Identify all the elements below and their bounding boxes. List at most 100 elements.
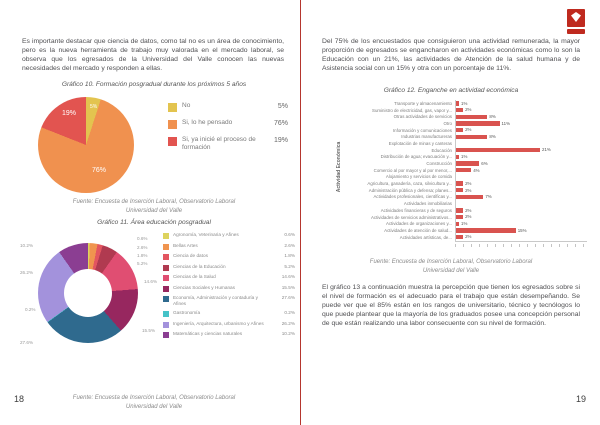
bar <box>455 188 464 193</box>
bar <box>455 107 464 113</box>
grafico12-source: Fuente: Encuesta de Inserción Laboral, O… <box>320 258 582 276</box>
grafico11-legend-item: Bellas Artes 2.6% <box>163 243 295 250</box>
bar-value-label: 11% <box>501 120 510 126</box>
bar <box>455 154 460 160</box>
grafico11-source: Fuente: Encuesta de Inserción Laboral, O… <box>18 394 290 412</box>
grafico11-legend-item: Economía, Administración y contaduría y … <box>163 295 295 307</box>
bar-category-label: Otras actividades de servicios <box>393 114 452 120</box>
bar-category-label: Alojamiento y servicios de comida <box>385 174 452 180</box>
grafico11-legend-swatch <box>163 296 169 302</box>
grafico11-legend-swatch <box>163 243 169 250</box>
bar-value-label: 2% <box>465 127 472 133</box>
grafico11-legend-swatch <box>163 233 169 239</box>
bar-category-label: Agricultura, ganadería, caza, silvicultu… <box>367 181 452 187</box>
bar-category-label: Actividades profesionales, científicas y… <box>373 194 453 200</box>
page-number-left: 18 <box>14 394 25 404</box>
bar-row: Actividades inmobiliarias <box>340 200 590 207</box>
grafico10-legend-label: Si, ya inicié el proceso de formación <box>182 136 256 152</box>
grafico11-legend-item: Ciencias Sociales y Humanas 15.5% <box>163 285 295 292</box>
ring-label-educacion: 5.2% <box>137 261 148 266</box>
grafico11-legend-value: 14.6% <box>281 274 295 279</box>
grafico10-source-line1: Fuente: Encuesta de Inserción Laboral, O… <box>72 199 236 205</box>
grafico11-legend-value: 0.6% <box>284 232 295 237</box>
bar-row: Actividades profesionales, científicas y… <box>340 194 590 201</box>
bar-row: Industrias manufactureras 8% <box>340 133 590 140</box>
grafico12-bar-chart: Actividad Económica Transporte y almacen… <box>330 98 590 250</box>
ring-label-matematicas: 10.2% <box>20 243 34 248</box>
bar-track: 1% <box>455 221 590 226</box>
bar-value-label: 2% <box>465 214 472 220</box>
logo-diamond-icon <box>571 12 581 22</box>
grafico10-legend-item: No 5% <box>168 102 288 112</box>
grafico11-legend-label: Matemáticas y ciencias naturales <box>173 331 243 337</box>
pie10-label-no: 5% <box>90 104 98 110</box>
bar-row: Otro 11% <box>340 120 590 127</box>
bar <box>455 114 488 119</box>
grafico11-legend-value: 0.2% <box>284 310 295 316</box>
bar-row: Educación 21% <box>340 147 590 154</box>
bar-track: 1% <box>455 101 590 106</box>
grafico11-source-line2: Universidad del Valle <box>125 404 183 410</box>
grafico11-legend-label: Economía, Administración y contaduría y … <box>173 295 258 306</box>
bar-track: 2% <box>455 187 590 193</box>
ring-label-ingenieria: 26.2% <box>20 270 34 275</box>
grafico10-legend-swatch <box>168 103 177 112</box>
grafico10-legend-swatch <box>168 137 177 146</box>
grafico12-x-axis-ticks <box>455 244 587 247</box>
bar-track: 4% <box>455 168 590 173</box>
grafico12-title: Gráfico 12. Enganche en actividad económ… <box>383 87 519 94</box>
bar-category-label: Comercio al por mayor y al por menor,... <box>373 167 452 173</box>
bar-category-label: Transporte y almacenamiento <box>394 100 452 106</box>
bar-row: Distribución de agua; evacuación y... 1% <box>340 154 590 161</box>
grafico11-legend-label: Agronomía, Veterinaria y Afines <box>173 232 239 237</box>
bar-row: Actividades de atención de salud... 15% <box>340 227 590 234</box>
bar <box>455 214 464 220</box>
grafico11-legend-swatch <box>163 275 169 281</box>
grafico11-legend-swatch <box>163 264 169 271</box>
grafico12-x-axis-line <box>455 241 587 242</box>
ring-label-gastronomia: 0.2% <box>25 307 36 312</box>
bar-category-label: Explotación de minas y canteras <box>388 140 452 146</box>
bar <box>455 181 464 186</box>
bar-track: 21% <box>455 147 590 153</box>
grafico11-legend-value: 10.2% <box>281 331 295 337</box>
bar-row: Explotación de minas y canteras <box>340 140 590 147</box>
grafico11-legend-value: 27.6% <box>281 295 295 300</box>
bar <box>455 194 484 200</box>
bar-track <box>455 141 590 145</box>
grafico11-source-line1: Fuente: Encuesta de Inserción Laboral, O… <box>72 395 236 401</box>
bar-category-label: Actividades artísticas, de... <box>399 234 452 240</box>
bar-row: Actividades artísticas, de... 2% <box>340 234 590 241</box>
grafico11-legend-item: Ciencias de la Salud 14.6% <box>163 274 295 281</box>
bar-row: Información y comunicaciones 2% <box>340 127 590 134</box>
bar-category-label: Actividades de atención de salud... <box>384 227 452 233</box>
grafico11-legend-item: Agronomía, Veterinaria y Afines 0.6% <box>163 232 295 239</box>
bar-category-label: Actividades de organizaciones y... <box>385 221 452 227</box>
bar-row: Alojamiento y servicios de comida <box>340 174 590 181</box>
grafico11-legend-value: 2.6% <box>284 242 295 248</box>
bar-row: Otras actividades de servicios 8% <box>340 113 590 120</box>
bar-row: Transporte y almacenamiento 1% <box>340 100 590 107</box>
right-intro-paragraph: Del 75% de los encuestados que consiguie… <box>322 38 580 73</box>
bar-value-label: 2% <box>465 180 472 186</box>
bar-row: Actividades de servicios administrativos… <box>340 214 590 221</box>
bar-value-label: 2% <box>465 187 472 193</box>
grafico11-legend-label: Gastronomía <box>173 310 201 316</box>
bar-category-label: Distribución de agua; evacuación y... <box>380 154 452 160</box>
bar-category-label: Actividades de servicios administrativos… <box>370 214 452 220</box>
grafico11-legend-item: Ciencia de datos 1.8% <box>163 253 295 260</box>
bar-value-label: 8% <box>489 114 496 120</box>
bar-row: Actividades financieras y de seguros 2% <box>340 207 590 214</box>
bar-category-label: Suministro de electricidad, gas, vapor y… <box>372 107 452 113</box>
bar-track: 8% <box>455 134 590 139</box>
ring-label-agronomia: 0.6% <box>137 236 148 241</box>
grafico10-legend-value: 76% <box>273 120 288 127</box>
bar-row: Comercio al por mayor y al por menor,...… <box>340 167 590 174</box>
grafico11-legend-label: Ciencia de datos <box>173 253 208 258</box>
bar-value-label: 2% <box>465 234 472 240</box>
grafico11-legend-swatch <box>163 332 169 339</box>
bar-row: Agricultura, ganadería, caza, silvicultu… <box>340 180 590 187</box>
bar-row: Actividades de organizaciones y... 1% <box>340 220 590 227</box>
bar-category-label: Actividades inmobiliarias <box>403 201 452 207</box>
bar <box>455 147 540 153</box>
